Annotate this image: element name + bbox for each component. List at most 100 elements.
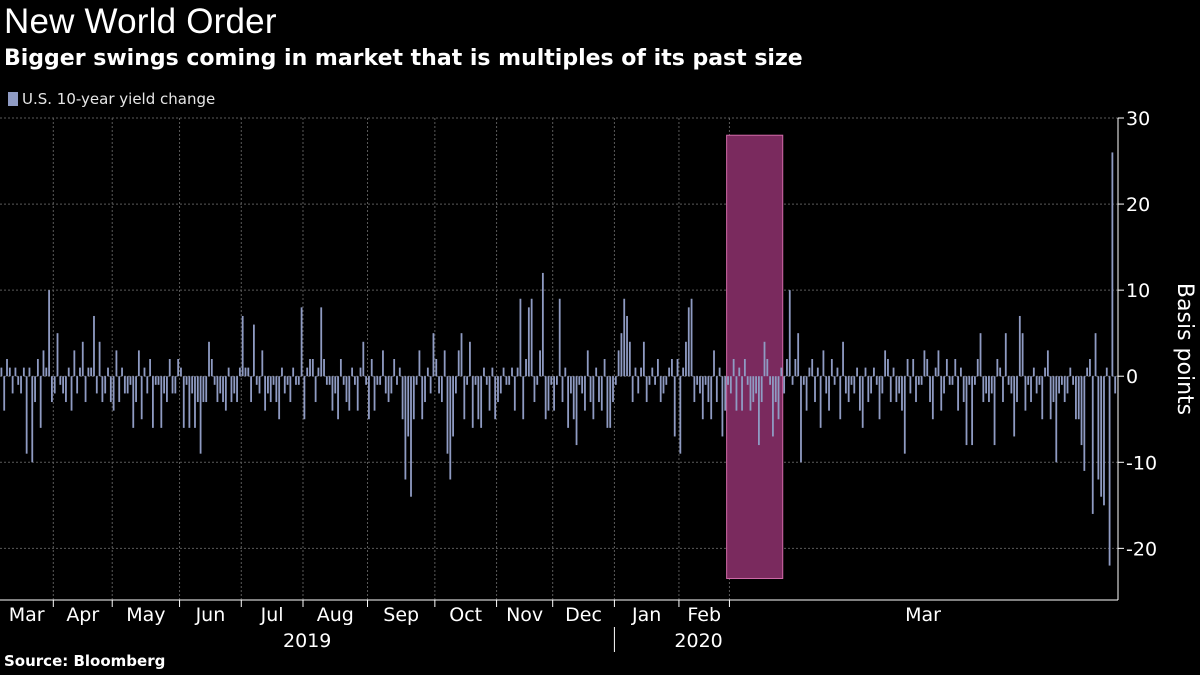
bar: [494, 376, 497, 420]
bar: [825, 376, 828, 394]
bar: [107, 367, 109, 377]
bar: [39, 376, 42, 428]
x-tick-label-month: Jan: [631, 604, 661, 626]
bar: [519, 298, 522, 377]
x-tick-label-month: Oct: [449, 604, 482, 626]
bar: [800, 376, 802, 463]
bar: [491, 367, 494, 377]
bar: [1091, 376, 1094, 514]
bar: [483, 367, 485, 377]
bar: [34, 376, 36, 403]
bar: [805, 376, 808, 411]
bar: [36, 359, 39, 377]
bar: [295, 376, 297, 385]
x-tick-label-month: Dec: [565, 604, 602, 626]
bar: [317, 367, 320, 377]
source-note: Source: Bloomberg: [4, 652, 166, 670]
bar: [926, 359, 929, 377]
x-tick-label-month: Nov: [506, 604, 543, 626]
bar: [990, 376, 993, 394]
bar: [940, 376, 943, 411]
bar: [550, 376, 553, 385]
bar: [1111, 152, 1114, 377]
bar: [1072, 376, 1075, 385]
bar: [1049, 376, 1052, 420]
bar: [606, 376, 609, 428]
bar: [1055, 376, 1058, 463]
bar: [558, 298, 561, 377]
bar: [749, 376, 752, 411]
bar: [477, 376, 480, 420]
bar: [567, 376, 570, 428]
bar: [912, 359, 915, 377]
bar: [132, 376, 135, 428]
bar: [539, 350, 541, 377]
bar: [525, 359, 527, 377]
bar: [721, 376, 724, 437]
bar: [892, 367, 895, 377]
bar: [985, 376, 988, 394]
bar: [384, 376, 387, 394]
x-tick-label-month: Aug: [317, 604, 354, 626]
bar: [898, 376, 901, 394]
bar: [11, 376, 14, 394]
bar: [570, 376, 572, 394]
bar: [774, 376, 777, 403]
bar: [536, 376, 539, 385]
bar: [642, 341, 645, 377]
bar: [797, 333, 800, 377]
bar: [976, 359, 979, 377]
bar: [166, 376, 168, 403]
bar: [264, 376, 267, 411]
bar: [188, 376, 191, 428]
bar: [3, 376, 6, 411]
bar: [101, 376, 104, 403]
bar: [104, 376, 107, 394]
bar: [1063, 376, 1066, 403]
bar: [230, 376, 233, 403]
bar: [830, 359, 833, 377]
bar: [1004, 333, 1007, 377]
bar: [614, 376, 617, 385]
bar: [999, 367, 1002, 377]
bar: [626, 315, 628, 377]
bar: [247, 367, 250, 377]
bar: [755, 376, 757, 394]
bar: [368, 376, 370, 420]
bar: [98, 341, 101, 377]
bar: [668, 367, 671, 377]
bar: [713, 350, 715, 377]
bar: [1044, 367, 1046, 377]
bar: [93, 315, 95, 377]
bar: [1083, 376, 1086, 471]
bar: [718, 367, 721, 377]
highlight-box: [726, 134, 784, 579]
bar: [541, 272, 544, 377]
bar: [631, 376, 634, 403]
bar: [115, 350, 118, 377]
bar: [612, 376, 614, 403]
bar: [527, 307, 530, 377]
bar: [948, 376, 951, 385]
bar: [522, 376, 525, 420]
bar: [530, 298, 533, 377]
bar: [853, 376, 856, 394]
bar: [404, 376, 407, 480]
bar: [842, 341, 844, 377]
bar: [974, 376, 976, 385]
bar: [328, 376, 331, 385]
bar: [129, 376, 132, 385]
bar: [508, 376, 511, 385]
bar: [426, 367, 429, 377]
bar: [224, 376, 227, 411]
bar: [1046, 350, 1049, 377]
bar: [300, 307, 303, 377]
bar: [449, 376, 452, 480]
bar: [460, 333, 463, 377]
bar: [628, 341, 631, 377]
bar: [73, 350, 76, 377]
bar: [14, 367, 17, 377]
bar: [682, 367, 685, 377]
bar: [359, 367, 362, 377]
